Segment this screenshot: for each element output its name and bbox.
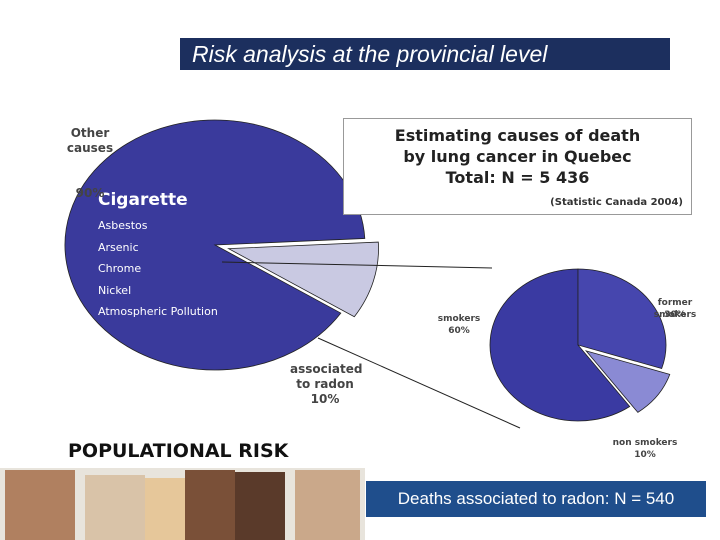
slice-value-label: 10%	[310, 392, 340, 406]
title: Risk analysis at the provincial level	[180, 38, 670, 70]
info-source: (Statistic Canada 2004)	[550, 197, 683, 208]
slice-value-label: 30%	[664, 310, 686, 320]
info-total: Total: N = 5 436	[445, 168, 590, 187]
annotation: Asbestos	[98, 219, 148, 232]
annotation: Chrome	[98, 262, 142, 275]
pie-slice	[64, 119, 366, 371]
slice-label: Other causes	[66, 126, 114, 155]
slice-label: non smokers	[612, 438, 678, 448]
annotation: Cigarette	[98, 190, 188, 210]
annotation: Atmospheric Pollution	[98, 305, 218, 318]
footer: Deaths associated to radon: N = 540	[365, 480, 707, 518]
annotation: Nickel	[98, 284, 132, 297]
heading: POPULATIONAL RISK	[68, 440, 289, 462]
slice-label: former smokers	[653, 298, 697, 320]
info-box: Estimating causes of death by lung cance…	[343, 118, 692, 215]
slice-value-label: 60%	[448, 326, 470, 336]
photo-strip	[0, 468, 365, 540]
pie-slice	[584, 350, 671, 413]
slice-label: smokers	[437, 314, 481, 324]
connector	[317, 337, 521, 429]
pie-slice	[577, 268, 667, 369]
annotation: Arsenic	[98, 241, 139, 254]
connector	[221, 261, 493, 269]
slice-label: associated to radon	[290, 362, 363, 391]
pie-slice	[227, 241, 379, 318]
slice-value-label: 90%	[75, 186, 105, 200]
pie-slice	[489, 268, 631, 422]
slice-value-label: 10%	[634, 450, 656, 460]
info-title: Estimating causes of death by lung cance…	[394, 126, 641, 166]
